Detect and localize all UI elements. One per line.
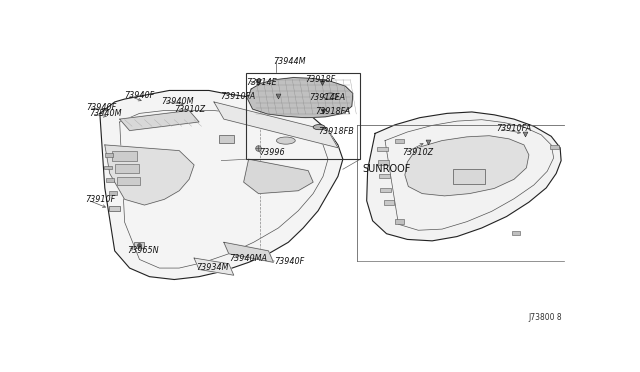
Ellipse shape xyxy=(313,125,325,130)
Text: 73996: 73996 xyxy=(260,148,285,157)
Polygon shape xyxy=(405,136,529,196)
Bar xyxy=(396,139,404,144)
FancyBboxPatch shape xyxy=(454,169,485,184)
Bar xyxy=(396,219,404,224)
Ellipse shape xyxy=(276,137,295,144)
Polygon shape xyxy=(120,110,199,131)
Text: 73940F: 73940F xyxy=(86,103,116,112)
Polygon shape xyxy=(224,242,273,262)
Polygon shape xyxy=(194,258,234,275)
Polygon shape xyxy=(105,145,194,205)
Text: SUNROOF: SUNROOF xyxy=(363,164,411,174)
Text: 73944M: 73944M xyxy=(273,57,305,66)
Polygon shape xyxy=(244,159,313,193)
Bar xyxy=(106,179,114,182)
Text: 73910FA: 73910FA xyxy=(220,92,255,101)
Bar xyxy=(109,206,120,211)
Bar xyxy=(117,177,140,185)
Text: 73910Z: 73910Z xyxy=(403,148,433,157)
Text: 73914E: 73914E xyxy=(246,78,277,87)
Text: 73934M: 73934M xyxy=(196,263,229,272)
Bar xyxy=(383,201,394,205)
Text: 73940MA: 73940MA xyxy=(229,254,267,263)
Text: 73940M: 73940M xyxy=(89,109,122,118)
Text: 73940F: 73940F xyxy=(125,90,155,100)
Text: 73965N: 73965N xyxy=(127,246,159,255)
Ellipse shape xyxy=(324,93,337,99)
Bar xyxy=(134,242,145,248)
Bar xyxy=(105,153,113,157)
Text: 73918FA: 73918FA xyxy=(316,107,351,116)
Bar xyxy=(380,187,391,192)
Polygon shape xyxy=(248,78,353,118)
Text: 73914EA: 73914EA xyxy=(310,93,346,102)
Text: 73918FB: 73918FB xyxy=(318,126,354,136)
Text: 73910F: 73910F xyxy=(85,195,115,204)
Text: 73910FA: 73910FA xyxy=(497,124,532,133)
Bar xyxy=(112,151,137,161)
Text: 73918F: 73918F xyxy=(306,75,336,84)
Bar xyxy=(109,191,116,195)
Polygon shape xyxy=(367,112,561,241)
Bar xyxy=(379,174,390,179)
Bar xyxy=(511,231,520,235)
Polygon shape xyxy=(214,102,338,148)
Polygon shape xyxy=(100,90,343,279)
Text: 73940M: 73940M xyxy=(161,97,194,106)
Bar xyxy=(115,164,138,173)
Text: 73910Z: 73910Z xyxy=(174,105,205,114)
Bar xyxy=(246,73,360,159)
FancyBboxPatch shape xyxy=(219,135,234,144)
Bar xyxy=(104,166,112,169)
Bar xyxy=(550,145,559,149)
Bar xyxy=(378,160,388,165)
Text: 73940F: 73940F xyxy=(275,257,305,266)
Bar xyxy=(376,147,388,151)
Text: J73800 8: J73800 8 xyxy=(529,313,562,322)
